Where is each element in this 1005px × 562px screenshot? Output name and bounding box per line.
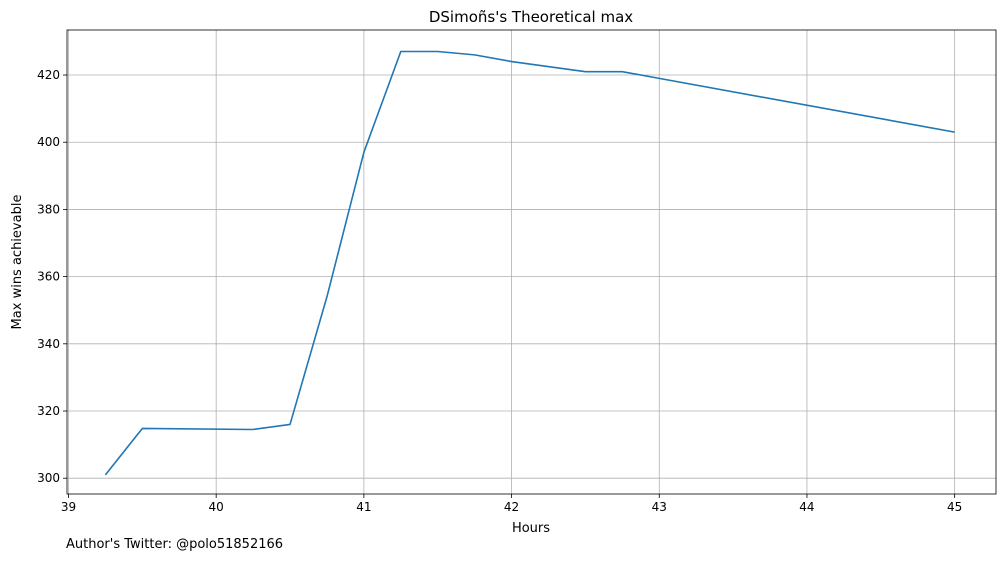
y-tick-label: 360	[37, 270, 60, 284]
x-tick-label: 45	[947, 500, 962, 514]
x-tick-label: 39	[61, 500, 76, 514]
series-line	[104, 50, 955, 476]
y-tick-label: 420	[37, 68, 60, 82]
y-tick-label: 300	[37, 471, 60, 485]
y-tick-label: 400	[37, 135, 60, 149]
x-tick-label: 44	[799, 500, 814, 514]
y-tick-label: 320	[37, 404, 60, 418]
y-tick-label: 340	[37, 337, 60, 351]
x-tick-label: 41	[356, 500, 371, 514]
y-tick-label: 380	[37, 202, 60, 216]
grid-lines	[67, 30, 996, 494]
plot-frame	[66, 29, 997, 495]
series-layer	[104, 50, 955, 476]
y-axis-ticks: 300 320 340 360 380 400 420	[37, 68, 67, 485]
x-axis-label: Hours	[512, 521, 550, 536]
x-tick-label: 40	[209, 500, 224, 514]
x-tick-label: 43	[652, 500, 667, 514]
x-tick-label: 42	[504, 500, 519, 514]
chart-title: DSimoñs's Theoretical max	[429, 8, 633, 26]
author-footnote: Author's Twitter: @polo51852166	[66, 537, 284, 552]
x-axis-ticks: 39 40 41 42 43 44 45	[61, 494, 962, 514]
y-axis-label: Max wins achievable	[10, 195, 25, 330]
